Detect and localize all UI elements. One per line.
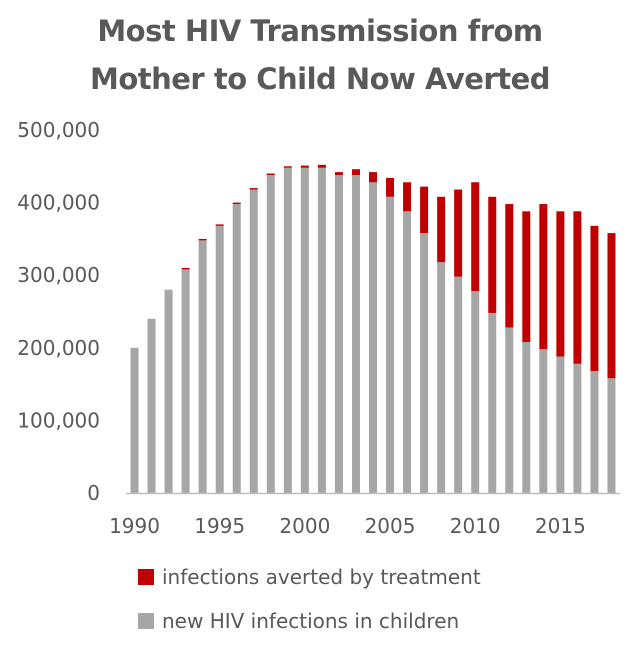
bar-new-infections: [522, 341, 531, 493]
bar-new-infections: [488, 312, 497, 493]
bar-infections-averted: [522, 211, 531, 342]
chart-title-line-1: Most HIV Transmission from: [97, 14, 543, 48]
bar-infections-averted: [351, 169, 360, 176]
bar-infections-averted: [369, 172, 377, 183]
bar-infections-averted: [266, 173, 275, 176]
bar-infections-averted: [420, 186, 429, 234]
bar-new-infections: [437, 262, 446, 493]
y-tick-label: 0: [87, 481, 100, 505]
y-tick-label: 200,000: [17, 336, 100, 360]
bar-new-infections: [573, 363, 582, 493]
x-tick-label: 1990: [109, 514, 160, 538]
y-tick-label: 300,000: [17, 263, 100, 287]
bar-new-infections: [266, 175, 275, 493]
bar-infections-averted: [403, 182, 412, 212]
bar-infections-averted: [317, 164, 326, 168]
bar-infections-averted: [505, 204, 514, 328]
bar-infections-averted: [454, 189, 463, 277]
bar-new-infections: [130, 347, 139, 493]
legend-swatch-new-infections: [138, 613, 154, 629]
bar-new-infections: [505, 327, 514, 493]
y-tick-label: 100,000: [17, 408, 100, 432]
bar-infections-averted: [181, 267, 190, 270]
bar-new-infections: [249, 189, 258, 494]
x-tick-label: 1995: [194, 514, 245, 538]
bar-new-infections: [369, 182, 377, 493]
y-tick-label: 400,000: [17, 191, 100, 215]
bar-new-infections: [351, 175, 360, 493]
bar-infections-averted: [607, 233, 616, 379]
x-axis-ticks: 1990 1995 2000 2005 2010 2015: [109, 514, 586, 538]
x-tick-label: 2000: [279, 514, 330, 538]
bar-new-infections: [607, 378, 616, 493]
x-tick-label: 2015: [535, 514, 586, 538]
bar-infections-averted: [386, 177, 395, 197]
x-tick-label: 2005: [365, 514, 416, 538]
bar-new-infections: [181, 269, 190, 493]
bar-new-infections: [300, 167, 309, 493]
bar-new-infections: [164, 289, 173, 493]
bar-new-infections: [334, 175, 343, 493]
bar-new-infections: [386, 196, 395, 494]
bar-infections-averted: [539, 204, 548, 350]
bar-new-infections: [539, 349, 548, 493]
bar-new-infections: [471, 291, 480, 493]
y-axis-ticks: 0 100,000 200,000 300,000 400,000 500,000: [17, 118, 100, 505]
chart-bars: [130, 164, 616, 494]
bar-new-infections: [454, 276, 463, 493]
bar-infections-averted: [232, 202, 241, 205]
bar-infections-averted: [556, 211, 565, 357]
bar-new-infections: [420, 233, 429, 494]
bar-new-infections: [556, 356, 565, 493]
bar-infections-averted: [198, 238, 207, 241]
bar-infections-averted: [488, 196, 497, 313]
bar-infections-averted: [590, 225, 599, 372]
bar-infections-averted: [283, 166, 292, 168]
bar-infections-averted: [573, 211, 582, 364]
legend-label-averted: infections averted by treatment: [162, 565, 481, 589]
legend-item-averted: infections averted by treatment: [138, 565, 481, 589]
bar-infections-averted: [300, 165, 309, 168]
bar-new-infections: [403, 211, 412, 493]
bar-new-infections: [283, 167, 292, 493]
bar-new-infections: [215, 225, 224, 493]
bar-new-infections: [147, 318, 156, 493]
bar-new-infections: [317, 167, 326, 493]
bar-infections-averted: [249, 188, 258, 190]
bar-infections-averted: [437, 196, 446, 263]
y-tick-label: 500,000: [17, 118, 100, 142]
bar-new-infections: [198, 240, 207, 493]
legend-item-new-infections: new HIV infections in children: [138, 609, 459, 633]
chart-title-line-2: Mother to Child Now Averted: [89, 62, 551, 96]
x-tick-label: 2010: [450, 514, 501, 538]
bar-new-infections: [232, 204, 241, 493]
bar-infections-averted: [471, 182, 480, 292]
bar-infections-averted: [215, 224, 224, 226]
legend-swatch-averted: [138, 569, 154, 585]
legend-label-new-infections: new HIV infections in children: [162, 609, 460, 633]
bar-infections-averted: [334, 172, 343, 176]
bar-new-infections: [590, 371, 599, 493]
